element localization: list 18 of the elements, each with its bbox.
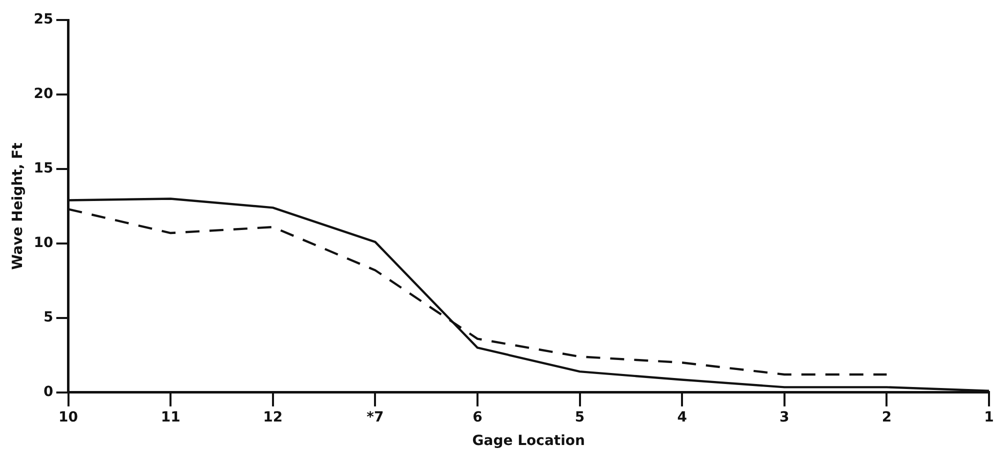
y-tick-label: 0 (44, 384, 54, 400)
x-tick-label: 3 (780, 409, 790, 426)
x-tick-label: 5 (574, 409, 585, 426)
y-tick-label: 20 (34, 86, 54, 102)
y-tick-label: 25 (34, 12, 54, 28)
x-tick-label: 6 (472, 409, 482, 426)
x-tick-label: 10 (58, 409, 78, 426)
y-tick-label: 10 (34, 235, 54, 252)
x-axis-title: Gage Location (472, 433, 585, 450)
x-tick-label: 2 (882, 409, 892, 426)
x-tick-label: 1 (984, 409, 994, 426)
x-tick-label: 12 (263, 409, 283, 426)
y-axis-title: Wave Height, Ft (10, 142, 26, 270)
y-tick-label: 15 (34, 160, 54, 177)
x-tick-label: 11 (160, 409, 180, 426)
y-tick-label: 5 (44, 310, 54, 326)
x-tick-label: 4 (677, 409, 688, 426)
x-tick-label: *7 (366, 409, 384, 426)
